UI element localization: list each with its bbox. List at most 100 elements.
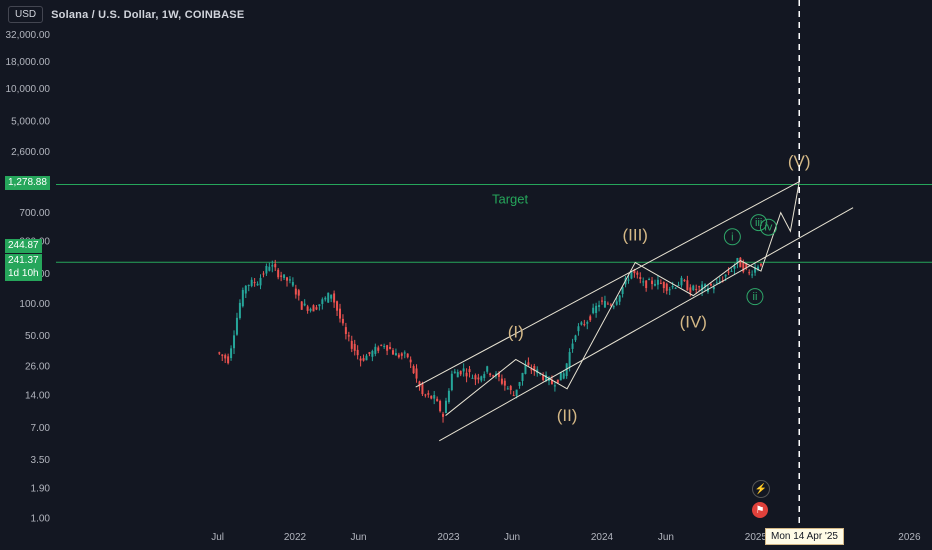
candle-body	[577, 326, 580, 332]
last-price-tag: 241.37	[5, 254, 42, 268]
candle-body	[271, 265, 274, 267]
candle-body	[259, 277, 262, 286]
candle-body	[283, 274, 286, 278]
channel-upper-line	[415, 181, 800, 388]
candle-body	[353, 343, 356, 351]
candle-body	[545, 374, 548, 381]
candle-body	[397, 354, 400, 358]
candle-body	[421, 383, 424, 395]
candle-body	[330, 294, 333, 299]
candle-body	[556, 379, 559, 383]
candle-body	[592, 307, 595, 314]
candle-body	[486, 366, 489, 372]
candle-body	[447, 390, 450, 403]
candle-body	[436, 398, 439, 402]
candle-body	[235, 317, 238, 335]
candle-body	[633, 269, 636, 274]
candle-body	[574, 335, 577, 341]
x-tick-label: Jul	[211, 532, 224, 543]
candle-body	[615, 301, 618, 305]
candle-body	[306, 306, 309, 311]
candle-body	[465, 372, 468, 377]
candle-body	[356, 349, 359, 356]
chart-header: USD Solana / U.S. Dollar, 1W, COINBASE	[8, 6, 244, 23]
candle-body	[480, 376, 483, 381]
candle-body	[400, 353, 403, 356]
candle-body	[692, 285, 695, 290]
y-tick-label: 10,000.00	[6, 84, 51, 95]
candle-body	[241, 289, 244, 307]
candle-body	[506, 388, 509, 390]
channel-lower-line	[439, 207, 854, 442]
candle-body	[327, 292, 330, 303]
x-tick-label: Jun	[350, 532, 366, 543]
candle-body	[489, 373, 492, 376]
candle-body	[218, 352, 221, 354]
candle-body	[609, 304, 612, 306]
y-tick-label: 1.00	[31, 514, 51, 525]
candle-body	[415, 368, 418, 379]
candle-body	[730, 270, 733, 272]
candle-body	[383, 345, 386, 347]
candle-body	[377, 347, 380, 351]
candle-body	[359, 358, 362, 361]
candle-body	[648, 279, 651, 281]
candle-body	[618, 295, 621, 302]
candle-body	[224, 355, 227, 359]
candle-body	[333, 293, 336, 303]
candle-body	[530, 369, 533, 371]
candle-body	[477, 377, 480, 380]
candle-body	[701, 284, 704, 291]
upper-price-tag: 244.87	[5, 239, 42, 253]
candle-body	[704, 284, 707, 287]
candle-body	[742, 262, 745, 272]
candle-body	[471, 377, 474, 379]
candle-body	[409, 359, 412, 363]
flag-icon[interactable]: ⚑	[752, 502, 768, 518]
candle-body	[527, 362, 530, 366]
candle-body	[562, 373, 565, 379]
candle-body	[492, 375, 495, 377]
x-tick-label: 2024	[591, 532, 614, 543]
candle-body	[521, 372, 524, 382]
candle-body	[230, 348, 233, 359]
currency-button[interactable]: USD	[8, 6, 44, 23]
candle-body	[571, 343, 574, 349]
candle-body	[689, 287, 692, 293]
candle-body	[642, 281, 645, 283]
subwave-label: ii	[753, 291, 758, 303]
candle-body	[227, 356, 230, 364]
target-label: Target	[492, 192, 529, 207]
candle-body	[668, 289, 671, 291]
lightning-icon[interactable]: ⚡	[752, 480, 770, 498]
candle-body	[568, 352, 571, 368]
candle-body	[371, 350, 374, 357]
wave-label: (I)	[508, 322, 524, 341]
candle-body	[406, 353, 409, 358]
candle-body	[365, 355, 368, 361]
candle-body	[280, 275, 283, 277]
candle-body	[430, 395, 433, 399]
candle-body	[509, 386, 512, 391]
candle-body	[233, 335, 236, 349]
x-tick-label: 2023	[437, 532, 460, 543]
y-tick-label: 32,000.00	[6, 30, 51, 41]
countdown-tag: 1d 10h	[5, 267, 42, 281]
candle-body	[309, 308, 312, 311]
candle-body	[497, 373, 500, 377]
candle-body	[698, 286, 701, 288]
candle-body	[294, 288, 297, 295]
candle-body	[427, 393, 430, 395]
candle-body	[580, 322, 583, 325]
candle-body	[595, 305, 598, 313]
y-tick-label: 1.90	[31, 484, 51, 495]
y-tick-label: 5,000.00	[11, 116, 50, 127]
candle-body	[394, 353, 397, 356]
crosshair-date-label: Mon 14 Apr '25	[765, 528, 844, 545]
candle-body	[612, 306, 615, 308]
y-tick-label: 18,000.00	[6, 57, 51, 68]
candle-body	[500, 378, 503, 384]
candle-body	[403, 352, 406, 354]
